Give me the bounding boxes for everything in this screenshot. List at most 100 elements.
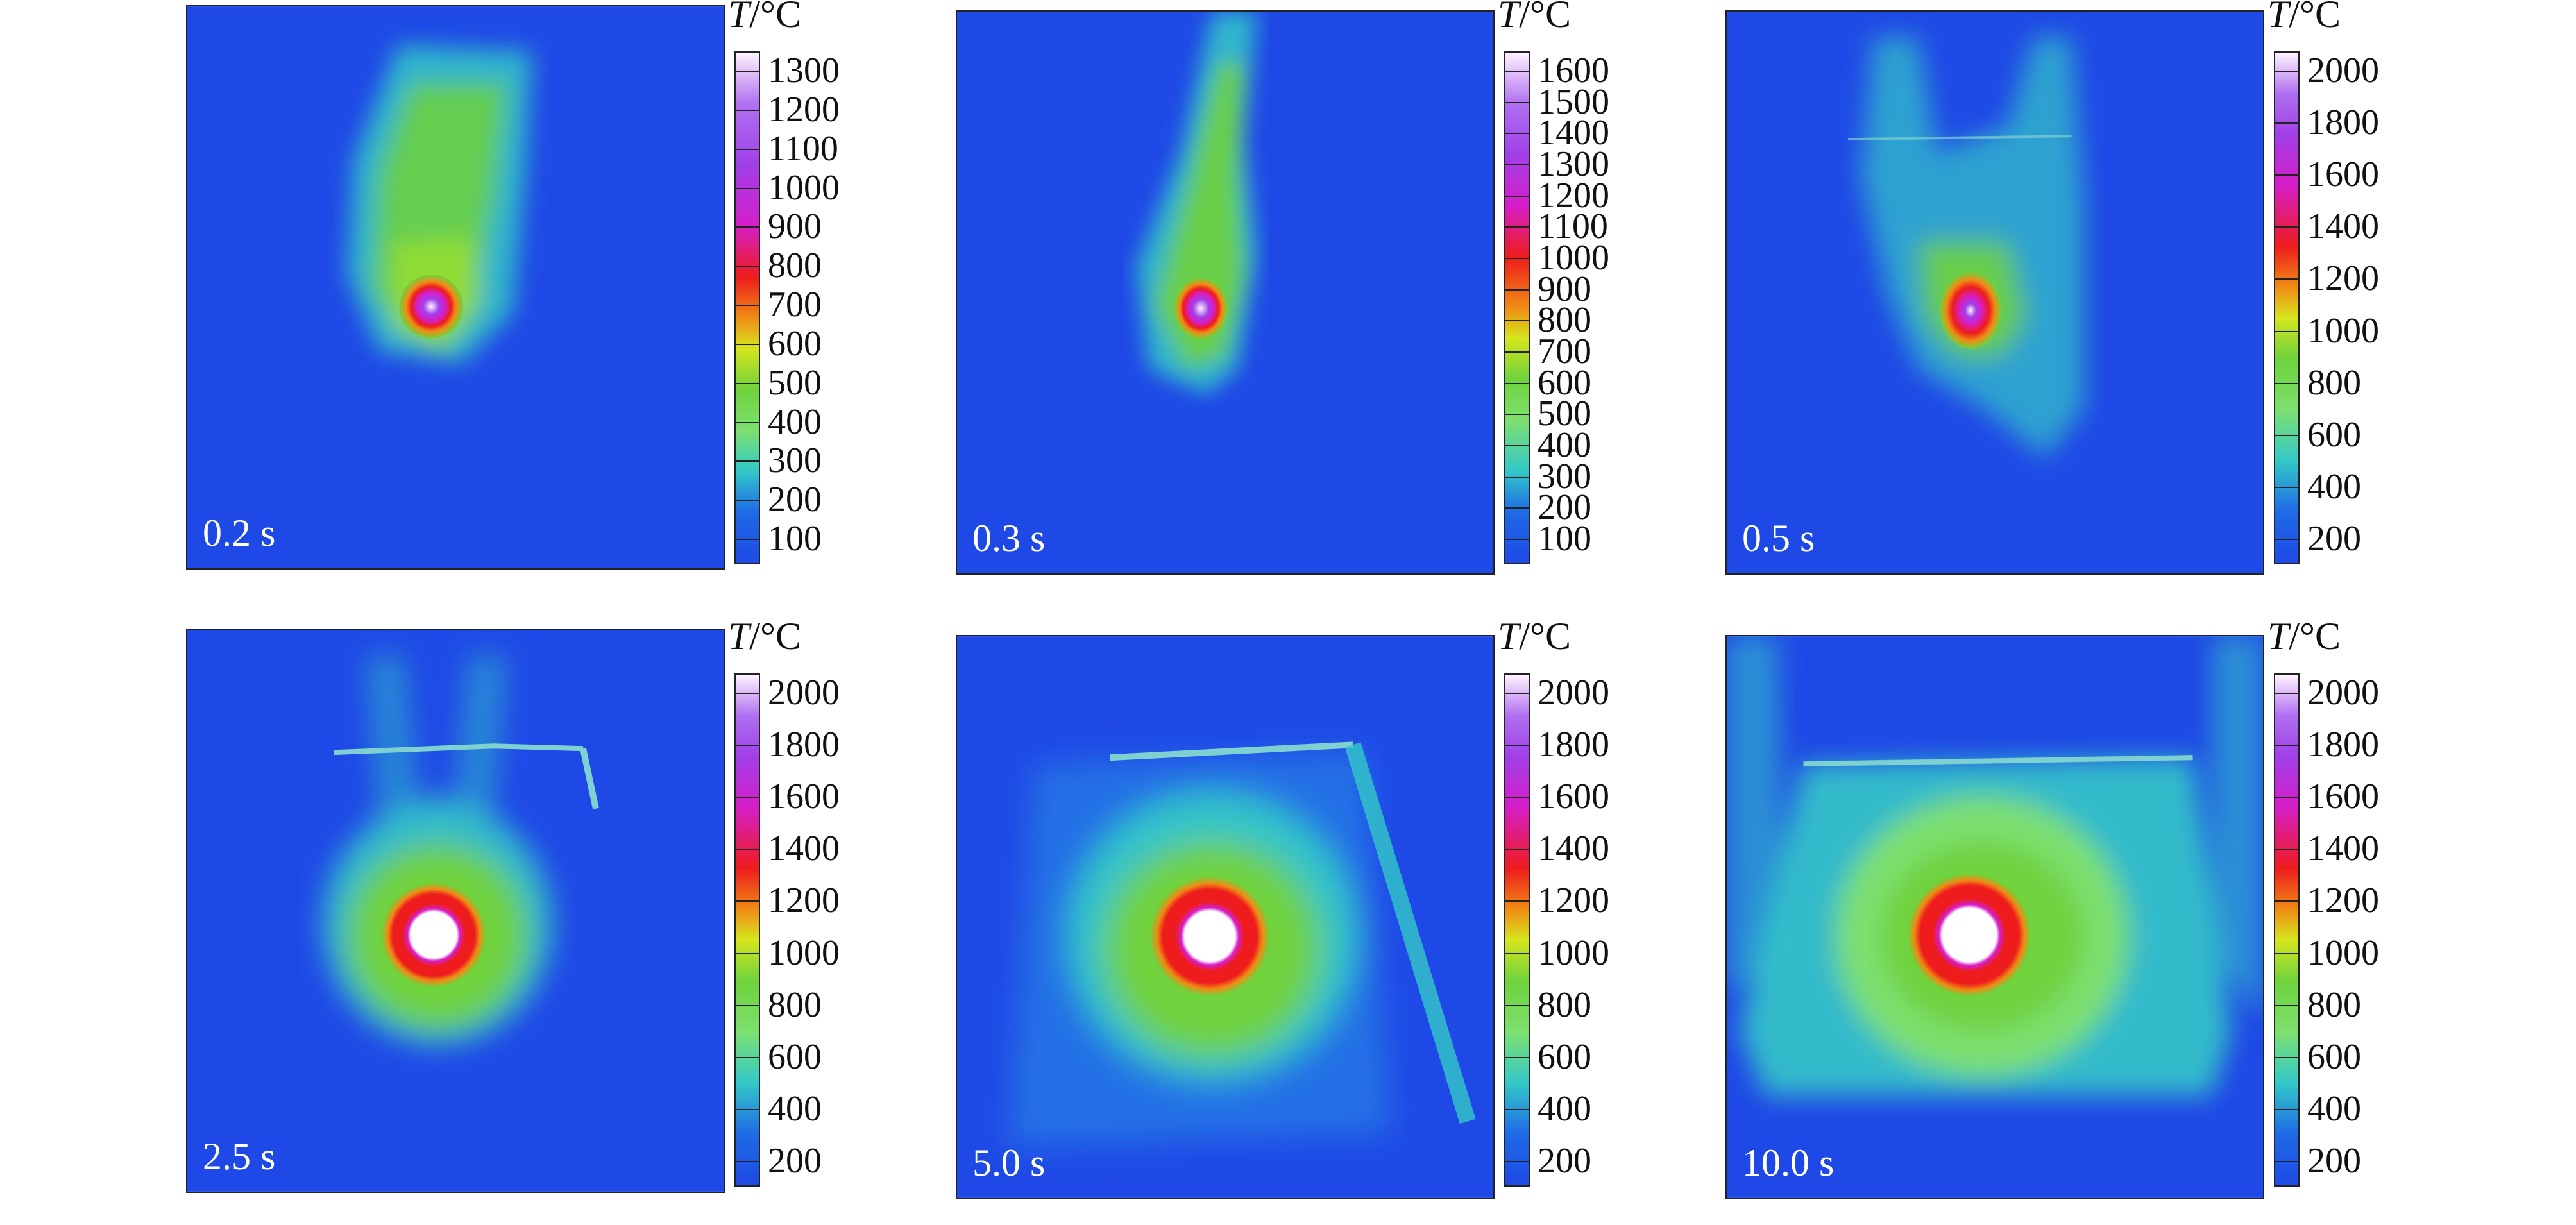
- scale-tick-label: 1600: [2307, 777, 2379, 817]
- scale-tick-label: 700: [1538, 332, 1591, 371]
- time-label: 2.5 s: [203, 1135, 276, 1178]
- scale-tick-label: 800: [2307, 984, 2361, 1025]
- scale-title: T/°C: [1498, 615, 1572, 657]
- scale-tick: [1504, 1056, 1530, 1058]
- scale-tick-label: 1200: [1538, 175, 1609, 215]
- scale-title: T/°C: [728, 615, 802, 657]
- scale-tick: [734, 460, 760, 462]
- scale-title: T/°C: [728, 0, 802, 35]
- scale-tick: [2274, 278, 2300, 280]
- scale-tick: [2274, 797, 2300, 798]
- scale-tick-label: 1100: [768, 128, 838, 169]
- scale-tick-label: 1400: [2307, 207, 2379, 247]
- scale-tick: [1504, 351, 1530, 353]
- thermal-panel-0p2s: 0.2 s: [186, 5, 725, 570]
- scale-tick: [734, 421, 760, 423]
- scale-tick: [734, 266, 760, 267]
- thermal-image-10p0s: [1725, 635, 2264, 1199]
- color-scale-0p3s: T/°C 1600 1500 1400 1300 1200 1100 1000 900 800 7…: [1498, 0, 1639, 603]
- scale-tick-label: 2000: [1538, 673, 1609, 713]
- scale-tick: [1504, 1108, 1530, 1110]
- scale-tick: [734, 382, 760, 384]
- scale-tick-label: 1800: [2307, 103, 2379, 143]
- scale-tick: [1504, 195, 1530, 197]
- scale-tick-label: 100: [768, 519, 822, 559]
- scale-tick: [734, 539, 760, 540]
- scale-tick: [1504, 900, 1530, 902]
- scale-tick: [734, 187, 760, 189]
- scale-ticks: 2000 1800 1600 1400 1200 1000 800 600 400 200: [2274, 51, 2379, 564]
- thermal-image-5p0s: [956, 635, 1495, 1199]
- scale-tick-label: 400: [768, 1088, 822, 1129]
- scale-tick-label: 400: [2307, 466, 2361, 507]
- scale-tick: [1504, 226, 1530, 228]
- time-label: 0.3 s: [972, 517, 1046, 559]
- scale-tick: [1504, 797, 1530, 798]
- scale-tick: [1504, 693, 1530, 694]
- scale-tick: [734, 1108, 760, 1110]
- scale-tick: [1504, 849, 1530, 850]
- scale-tick-label: 800: [768, 246, 822, 286]
- scale-tick-label: 2000: [768, 673, 840, 713]
- scale-tick-label: 1200: [768, 89, 840, 130]
- scale-tick-label: 600: [768, 323, 822, 364]
- scale-tick-label: 300: [1538, 456, 1591, 496]
- scale-tick-label: 1600: [768, 777, 840, 817]
- scale-tick: [1504, 101, 1530, 103]
- scale-tick-label: 700: [768, 285, 822, 325]
- scale-tick: [1504, 320, 1530, 322]
- scale-tick-label: 300: [768, 441, 822, 481]
- thermal-figure: 0.2 s T/°C 1300 1200 1100 1000 900 800 700 600 5…: [186, 0, 2379, 1199]
- scale-tick: [734, 849, 760, 850]
- scale-tick-label: 1000: [1538, 238, 1609, 278]
- scale-tick-label: 1600: [1538, 777, 1609, 817]
- scale-tick-label: 1800: [768, 725, 840, 765]
- scale-tick-label: 1000: [768, 933, 840, 973]
- scale-tick: [2274, 1056, 2300, 1058]
- scale-tick: [734, 109, 760, 111]
- scale-tick: [1504, 164, 1530, 165]
- scale-tick-label: 1400: [2307, 829, 2379, 869]
- scale-tick: [734, 693, 760, 694]
- scale-tick: [1504, 745, 1530, 747]
- scale-tick: [734, 226, 760, 228]
- scale-tick: [2274, 952, 2300, 954]
- time-label: 0.5 s: [1742, 517, 1815, 559]
- scale-tick-label: 800: [1538, 300, 1591, 341]
- thermal-panel-2p5s: 2.5 s: [186, 629, 725, 1193]
- scale-ticks: 2000 1800 1600 1400 1200 1000 800 600 400 200: [734, 673, 840, 1187]
- scale-tick-label: 400: [768, 401, 822, 442]
- scale-tick: [734, 745, 760, 747]
- scale-tick-label: 200: [768, 480, 822, 520]
- scale-tick: [2274, 693, 2300, 694]
- scale-tick: [734, 952, 760, 954]
- scale-tick: [734, 500, 760, 502]
- color-bar: [2274, 673, 2300, 1187]
- scale-tick: [2274, 382, 2300, 384]
- scale-tick-label: 1200: [768, 881, 840, 921]
- scale-tick-label: 200: [2307, 519, 2361, 559]
- scale-tick-label: 1800: [1538, 725, 1609, 765]
- thermal-image-0p5s: [1725, 10, 2264, 575]
- scale-ticks: 1600 1500 1400 1300 1200 1100 1000 900 800 700 600…: [1504, 51, 1609, 564]
- scale-tick-label: 500: [768, 362, 822, 403]
- scale-tick-label: 500: [1538, 394, 1591, 434]
- color-scale-0p2s: T/°C 1300 1200 1100 1000 900 800 700 600 500 400 3…: [728, 0, 869, 603]
- scale-tick: [1504, 1004, 1530, 1006]
- scale-tick-label: 600: [2307, 414, 2361, 455]
- scale-tick-label: 1200: [2307, 881, 2379, 921]
- thermal-image-0p2s: [186, 5, 725, 570]
- scale-tick-label: 1000: [2307, 310, 2379, 351]
- scale-tick-label: 900: [768, 207, 822, 247]
- color-scale-2p5s: T/°C 2000 1800 1600 1400 1200 1000 800 600 400 20…: [728, 615, 869, 1225]
- thermal-panel-0p3s: 0.3 s: [956, 10, 1495, 575]
- scale-tick: [2274, 1161, 2300, 1162]
- scale-tick-label: 1500: [1538, 81, 1609, 122]
- scale-tick: [2274, 174, 2300, 176]
- scale-tick: [2274, 539, 2300, 540]
- scale-tick-label: 1000: [1538, 933, 1609, 973]
- scale-tick-label: 1200: [1538, 881, 1609, 921]
- scale-tick: [2274, 71, 2300, 72]
- scale-tick: [734, 1004, 760, 1006]
- scale-tick: [1504, 952, 1530, 954]
